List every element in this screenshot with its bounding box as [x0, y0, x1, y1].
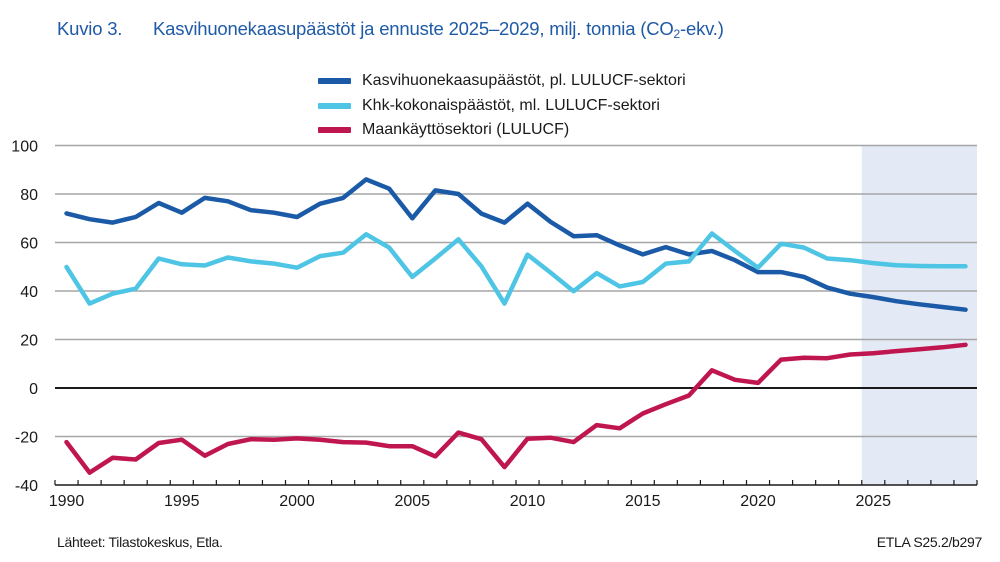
- legend-swatch-dark-blue: [318, 78, 351, 85]
- figure-number: Kuvio 3.: [57, 18, 123, 39]
- legend-label: Kasvihuonekaasupäästöt, pl. LULUCF-sekto…: [362, 72, 686, 90]
- x-tick-label: 2015: [625, 493, 661, 510]
- y-tick-label: 40: [20, 284, 38, 301]
- y-tick-label: 60: [20, 236, 38, 253]
- chart-title: Kuvio 3. Kasvihuonekaasupäästöt ja ennust…: [57, 18, 724, 40]
- series-line: [64, 177, 968, 312]
- y-tick-label: -20: [15, 430, 38, 447]
- legend-label: Maankäyttösektori (LULUCF): [362, 121, 570, 139]
- y-tick-label: -40: [15, 478, 38, 495]
- series-ghg-excl-lulucf: [64, 177, 968, 312]
- legend-swatch-light-blue: [318, 102, 351, 109]
- source-note: Lähteet: Tilastokeskus, Etla.: [57, 534, 223, 550]
- y-tick-label: 20: [20, 333, 38, 350]
- legend-item-ghg-excl-lulucf: Kasvihuonekaasupäästöt, pl. LULUCF-sekto…: [318, 69, 686, 94]
- figure-code: ETLA S25.2/b297: [876, 534, 983, 550]
- x-tick-label: 1995: [164, 493, 200, 510]
- x-tick-label: 2005: [394, 493, 430, 510]
- title-end: -ekv.): [680, 18, 724, 39]
- y-tick-label: 100: [11, 139, 38, 156]
- legend-swatch-red: [318, 127, 351, 134]
- y-tick-label: 0: [29, 381, 38, 398]
- legend: Kasvihuonekaasupäästöt, pl. LULUCF-sekto…: [318, 69, 686, 143]
- forecast-shading: [861, 145, 977, 485]
- series-lulucf: [64, 342, 968, 475]
- series-ghg-total-incl-lulucf: [64, 231, 968, 306]
- x-tick-label: 2025: [855, 493, 891, 510]
- series-line: [64, 231, 968, 306]
- title-subscript: 2: [673, 27, 681, 41]
- legend-item-lulucf: Maankäyttösektori (LULUCF): [318, 118, 686, 143]
- title-main: Kasvihuonekaasupäästöt ja ennuste 2025–2…: [153, 18, 674, 39]
- x-tick-label: 2000: [279, 493, 315, 510]
- y-tick-label: 80: [20, 187, 38, 204]
- x-tick-label: 2020: [740, 493, 776, 510]
- legend-item-ghg-total-incl-lulucf: Khk-kokonaispäästöt, ml. LULUCF-sektori: [318, 94, 686, 119]
- series-line: [64, 342, 968, 475]
- legend-label: Khk-kokonaispäästöt, ml. LULUCF-sektori: [362, 96, 660, 114]
- x-tick-label: 1990: [49, 493, 85, 510]
- x-tick-label: 2010: [510, 493, 546, 510]
